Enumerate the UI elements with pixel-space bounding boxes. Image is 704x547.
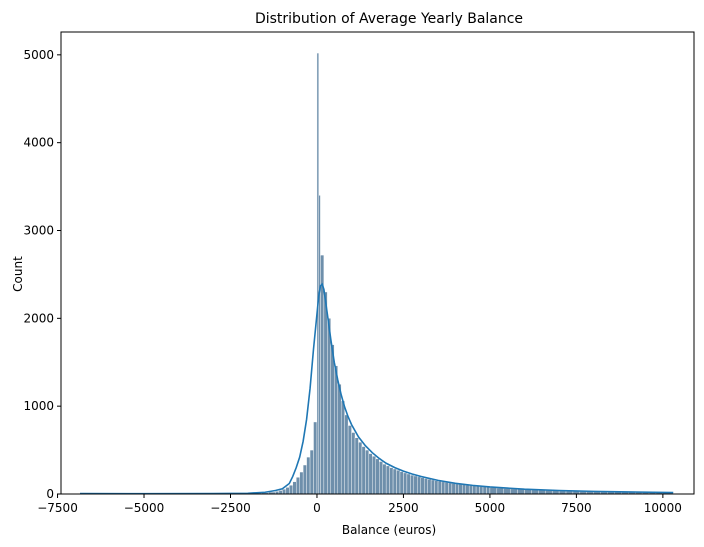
histogram-bar [482, 486, 487, 495]
histogram-bar [282, 488, 287, 495]
histogram-bar [517, 489, 525, 495]
x-axis-ticks: −7500 −5000 −2500 0 2500 5000 7500 10000 [37, 494, 682, 515]
histogram-bar [458, 484, 463, 495]
histogram-bar [427, 479, 432, 495]
histogram-bar [318, 195, 321, 495]
histogram-bar [323, 291, 328, 495]
histogram-bar [351, 432, 356, 495]
histogram-bar [299, 471, 304, 495]
histogram-bar [465, 484, 470, 495]
histogram-bar [486, 486, 491, 495]
histogram-bar [302, 464, 307, 495]
x-tick-label: 5000 [475, 501, 506, 515]
y-axis-label: Count [11, 256, 25, 292]
histogram-bar [403, 472, 408, 495]
x-axis-label: Balance (euros) [342, 523, 436, 537]
histogram-bar [306, 456, 311, 495]
histogram-bar [437, 481, 442, 495]
histogram-bar [410, 474, 415, 495]
histogram-bar [337, 384, 342, 495]
histogram-bar [423, 478, 428, 495]
histogram-bar [344, 414, 349, 495]
histogram-bar [479, 486, 484, 495]
histogram-bar [468, 485, 473, 495]
chart-title: Distribution of Average Yearly Balance [255, 11, 523, 27]
histogram-bar [382, 463, 387, 495]
histogram-bar [347, 425, 352, 495]
histogram-bar [420, 477, 425, 495]
x-tick-label: 2500 [388, 501, 419, 515]
y-tick-label: 5000 [23, 48, 54, 62]
histogram-bar [389, 467, 394, 495]
kde-curve [80, 282, 674, 495]
histogram-bar [444, 482, 449, 495]
plot-frame [60, 31, 695, 495]
histogram-bar [334, 365, 338, 495]
histogram-bar [316, 52, 319, 495]
histogram-bar [368, 453, 373, 495]
histogram-bar [475, 485, 480, 495]
y-tick-label: 2000 [23, 311, 54, 325]
histogram-bar [496, 487, 504, 495]
histogram-bar [375, 458, 380, 495]
y-tick-label: 4000 [23, 136, 54, 150]
histogram-bar [392, 468, 397, 495]
y-tick-label: 1000 [23, 399, 54, 413]
histogram-bar [472, 485, 477, 495]
histogram-bar [413, 475, 418, 495]
histogram-bar [372, 456, 376, 495]
histogram-bar [430, 479, 435, 495]
histogram-bar [309, 449, 314, 495]
histogram-bar [455, 483, 459, 495]
histogram-bar [385, 465, 390, 495]
histogram-bar [448, 482, 453, 495]
x-tick-label: −2500 [210, 501, 251, 515]
histogram-bar [278, 490, 283, 495]
histogram-bar [503, 488, 511, 495]
histogram-bar [358, 441, 363, 495]
histogram-bar [524, 489, 532, 495]
y-tick-label: 3000 [23, 224, 54, 238]
histogram-bar [327, 318, 332, 495]
histogram-bar [462, 484, 466, 495]
x-tick-label: 7500 [561, 501, 592, 515]
histogram-bar [406, 473, 411, 495]
histogram-bar [354, 437, 359, 495]
histogram-bar [361, 446, 366, 495]
histogram-bar [434, 480, 439, 495]
y-tick-label: 0 [46, 487, 54, 501]
histogram-bar [296, 477, 300, 495]
x-tick-label: 0 [313, 501, 321, 515]
histogram-bar [441, 481, 446, 495]
histogram-bar [451, 483, 456, 495]
histogram-bar [510, 488, 518, 495]
histogram-bar [365, 449, 370, 495]
y-axis-ticks: 0 1000 2000 3000 4000 5000 [23, 48, 61, 501]
histogram-bar [330, 344, 335, 495]
histogram-bar [417, 476, 421, 495]
x-tick-label: 10000 [644, 501, 682, 515]
histogram-bar [340, 400, 345, 495]
histogram-bar [285, 487, 290, 495]
histogram-bar [489, 487, 498, 495]
histogram-bar [531, 489, 539, 495]
histogram-bar [313, 421, 318, 495]
histogram-bar [289, 485, 293, 495]
histogram-bar [292, 481, 297, 495]
histogram-bar [379, 461, 383, 495]
x-tick-label: −5000 [124, 501, 165, 515]
histogram-bar [399, 471, 404, 495]
x-tick-label: −7500 [37, 501, 78, 515]
histogram-bar [396, 470, 401, 495]
